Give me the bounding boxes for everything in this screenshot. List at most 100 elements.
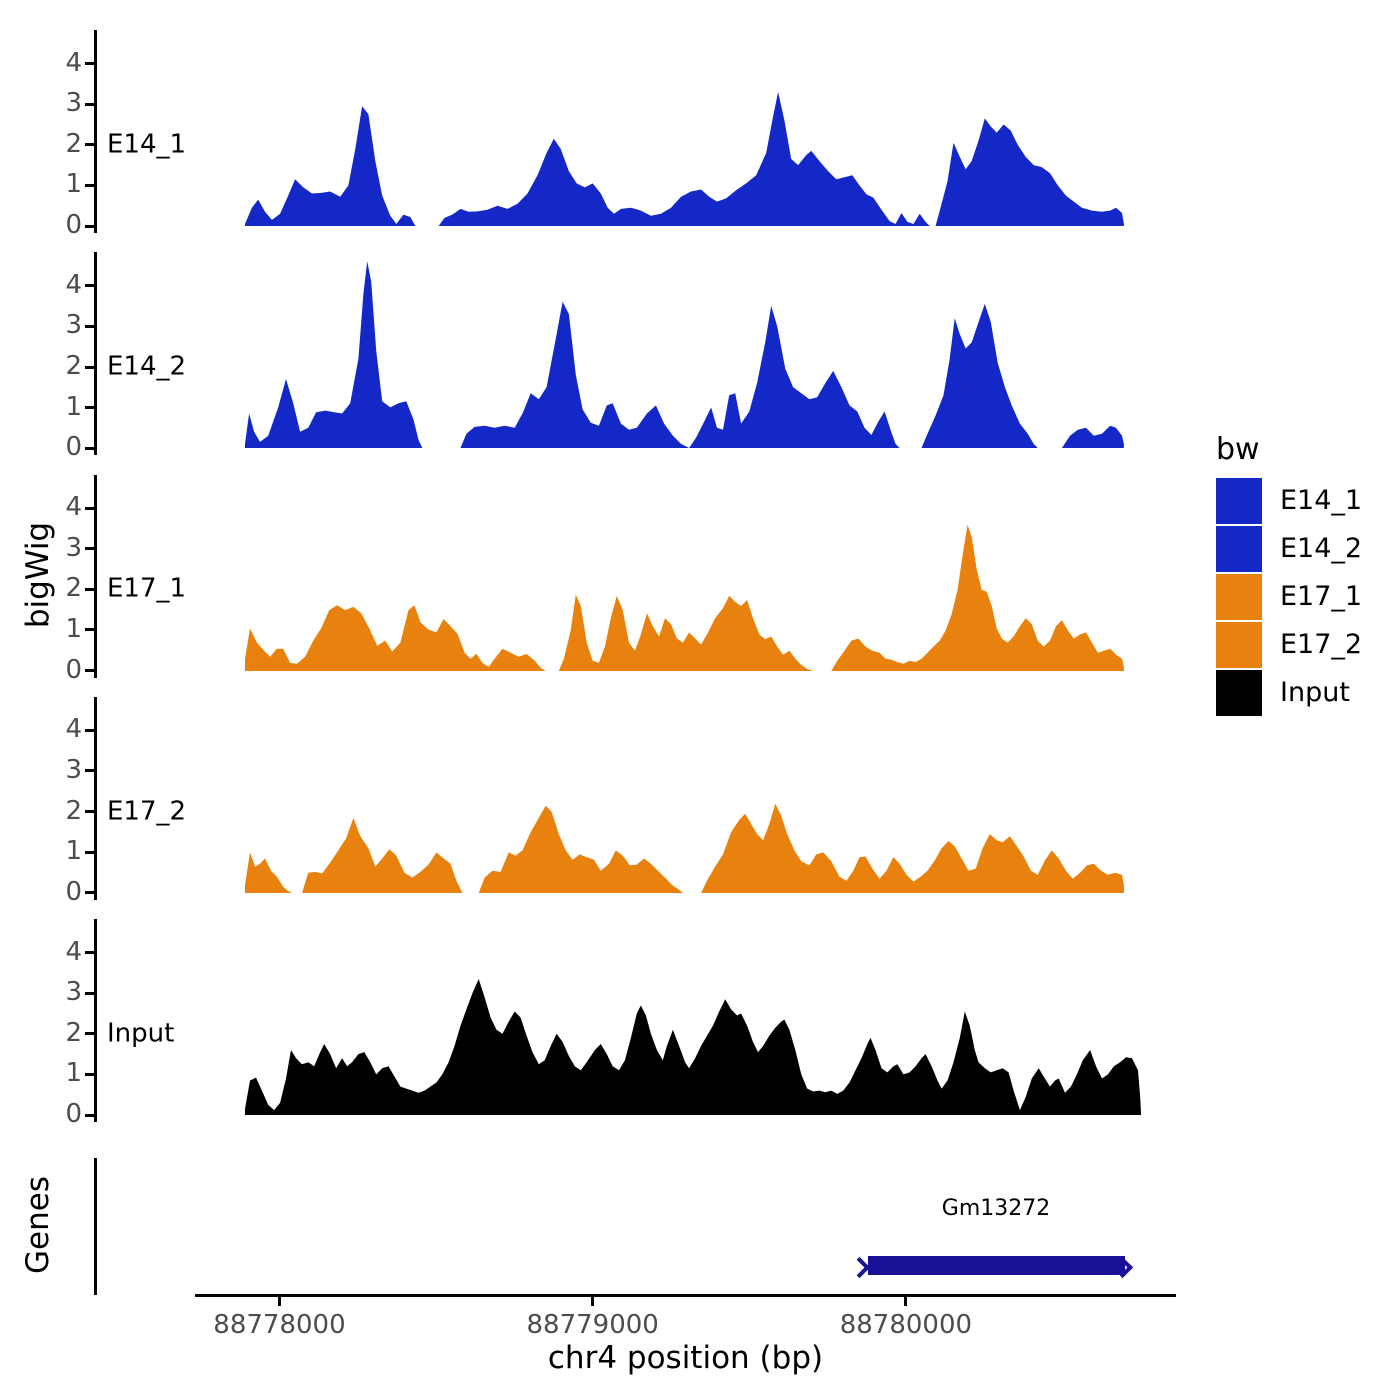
y-tick-mark [85, 991, 94, 995]
y-tick-mark [85, 769, 94, 773]
y-tick-label: 1 [65, 391, 82, 422]
signal-track-E17_2: 0 1 2 3 4 E17_2 [0, 696, 1400, 919]
y-tick-mark [85, 951, 94, 955]
y-tick-mark [85, 284, 94, 288]
y-tick-mark [85, 628, 94, 632]
legend-swatch-E17_1 [1216, 574, 1262, 620]
coverage-area-E14_2 [245, 261, 1124, 449]
y-tick-mark [85, 446, 94, 450]
y-tick-label: 2 [65, 350, 82, 381]
y-tick-mark [85, 587, 94, 591]
legend-label-E14_1: E14_1 [1280, 485, 1363, 516]
genes-axis-title: Genes [20, 1176, 56, 1274]
gene-strand-arrow-left-icon [849, 1256, 871, 1279]
x-axis-title: chr4 position (bp) [547, 1340, 824, 1376]
y-tick-label: 0 [65, 654, 82, 685]
y-tick-mark [85, 669, 94, 672]
x-tick-label: 88779000 [526, 1310, 659, 1340]
y-tick-mark [85, 102, 94, 106]
genes-y-axis-line [94, 1158, 97, 1295]
x-tick-mark [591, 1297, 595, 1306]
y-tick-mark [85, 365, 94, 369]
y-tick-mark [85, 62, 94, 66]
y-tick-mark [85, 183, 94, 187]
y-tick-mark [85, 547, 94, 551]
x-tick-mark [277, 1297, 281, 1306]
y-tick-label: 3 [65, 976, 82, 1007]
y-tick-label: 1 [65, 1058, 82, 1089]
track-name-label: E17_1 [107, 573, 187, 604]
legend-swatch-E17_2 [1216, 622, 1262, 668]
coverage-path-E14_1 [245, 92, 1124, 226]
x-tick-label: 88780000 [839, 1310, 973, 1340]
x-tick-label: 88778000 [213, 1310, 346, 1340]
y-tick-label: 1 [65, 613, 82, 644]
y-tick-label: 3 [65, 310, 82, 341]
gene-body-bar [868, 1256, 1126, 1275]
y-tick-mark [85, 143, 94, 147]
legend-title: bw [1216, 432, 1260, 467]
y-tick-label: 4 [65, 714, 82, 745]
x-axis-line [195, 1294, 1176, 1297]
y-tick-mark [85, 891, 94, 895]
y-tick-label: 3 [65, 754, 82, 785]
y-tick-label: 0 [65, 876, 82, 907]
y-tick-label: 1 [65, 169, 82, 200]
y-tick-mark [85, 406, 94, 410]
track-name-label: E14_2 [107, 351, 187, 382]
coverage-area-E14_1 [245, 92, 1124, 226]
x-tick-mark [904, 1297, 908, 1306]
y-tick-mark [85, 1113, 94, 1117]
y-tick-label: 0 [65, 1098, 82, 1129]
coverage-area-E17_1 [245, 524, 1124, 671]
legend-label-E17_1: E17_1 [1280, 581, 1363, 612]
y-tick-label: 2 [65, 1017, 82, 1048]
y-tick-mark [85, 728, 94, 732]
track-name-label: Input [107, 1018, 175, 1049]
y-tick-label: 2 [65, 128, 82, 159]
track-y-axis-line [94, 919, 97, 1122]
track-y-axis-line [94, 30, 97, 233]
coverage-path-E14_2 [245, 261, 1124, 449]
y-tick-mark [85, 506, 94, 510]
y-tick-mark [85, 850, 94, 854]
y-tick-mark [85, 224, 94, 228]
signal-track-E17_1: 0 1 2 3 4 E17_1 [0, 474, 1400, 697]
y-tick-mark [85, 324, 94, 328]
y-tick-label: 0 [65, 209, 82, 240]
y-tick-label: 2 [65, 795, 82, 826]
coverage-path-E17_2 [245, 803, 1124, 893]
track-name-label: E14_1 [107, 129, 187, 160]
y-tick-label: 4 [65, 491, 82, 522]
track-y-axis-line [94, 252, 97, 456]
y-tick-mark [85, 1032, 94, 1036]
legend-label-E17_2: E17_2 [1280, 629, 1363, 660]
signal-track-E14_2: 0 1 2 3 4 E14_2 [0, 252, 1400, 474]
y-tick-label: 4 [65, 269, 82, 300]
y-tick-label: 2 [65, 573, 82, 604]
gene-label: Gm13272 [941, 1196, 1051, 1221]
track-y-axis-line [94, 474, 97, 678]
y-tick-label: 0 [65, 432, 82, 463]
y-tick-label: 4 [65, 47, 82, 78]
legend-swatch-Input [1216, 670, 1262, 716]
y-tick-mark [85, 1072, 94, 1076]
legend-label-Input: Input [1280, 677, 1350, 708]
signal-track-Input: 0 1 2 3 4 Input [0, 919, 1400, 1141]
y-tick-label: 1 [65, 835, 82, 866]
coverage-area-Input [245, 979, 1142, 1115]
coverage-area-E17_2 [245, 803, 1124, 893]
y-tick-label: 3 [65, 87, 82, 118]
coverage-path-Input [245, 979, 1142, 1115]
coverage-path-E17_1 [245, 524, 1124, 671]
legend-swatch-E14_2 [1216, 526, 1262, 572]
legend-label-E14_2: E14_2 [1280, 533, 1363, 564]
signal-track-E14_1: 0 1 2 3 4 E14_1 [0, 30, 1400, 252]
track-y-axis-line [94, 696, 97, 900]
track-name-label: E17_2 [107, 795, 187, 826]
y-tick-label: 3 [65, 532, 82, 563]
y-tick-mark [85, 810, 94, 814]
legend-swatch-E14_1 [1216, 478, 1262, 524]
y-tick-label: 4 [65, 936, 82, 967]
